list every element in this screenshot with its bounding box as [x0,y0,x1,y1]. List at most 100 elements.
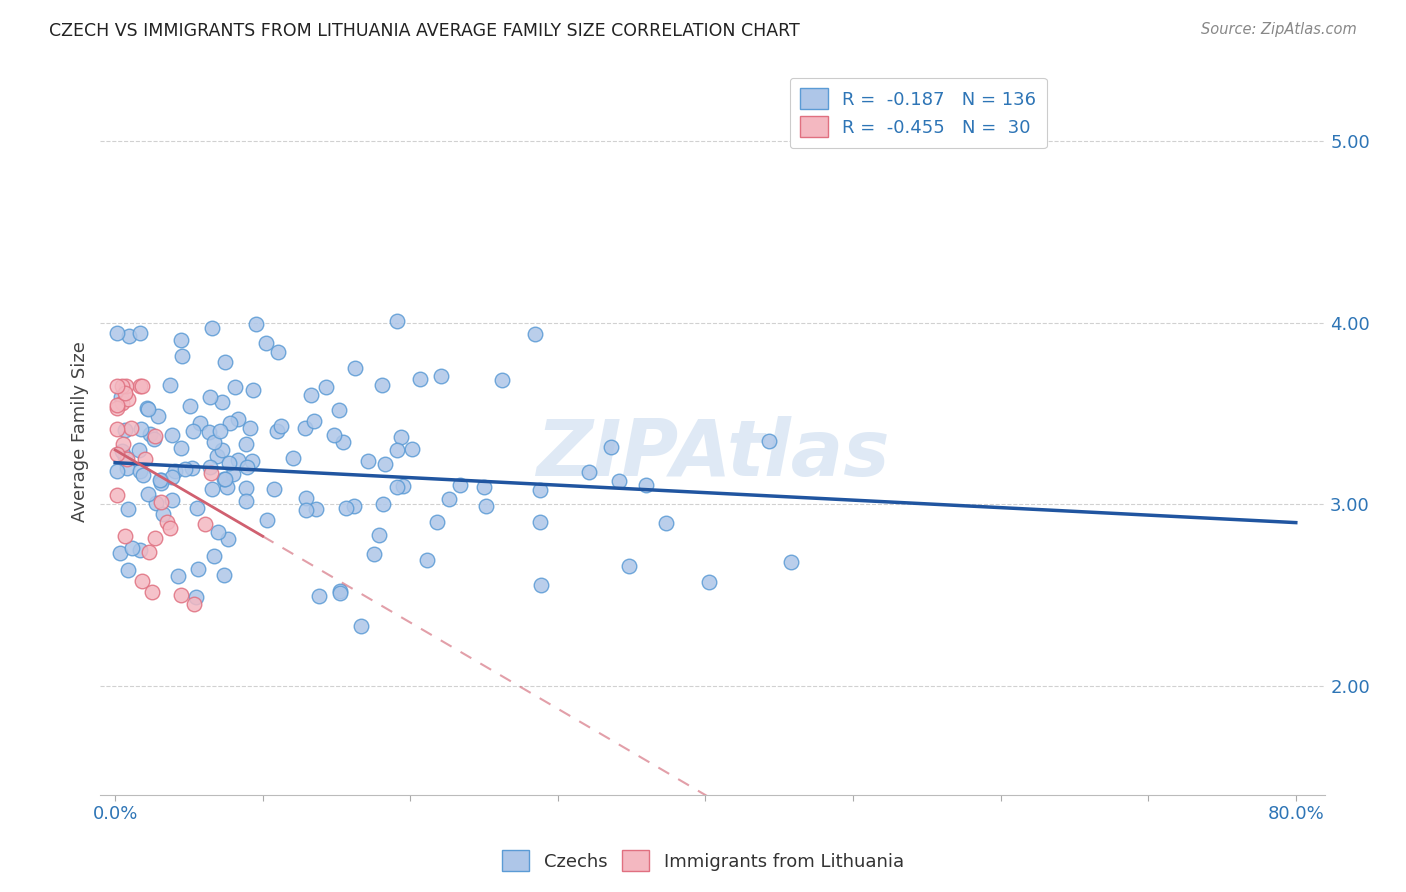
Point [335,501,357,516]
Point [207,449,229,463]
Point [150,473,173,487]
Point [416,553,439,567]
Point [184,590,207,604]
Point [136,402,159,417]
Point [226,412,249,426]
Point [242,383,264,397]
Point [194,516,217,531]
Point [143,432,166,446]
Point [235,460,257,475]
Point [475,500,498,514]
Point [198,390,221,404]
Point [373,498,395,512]
Point [111,379,134,393]
Point [392,479,415,493]
Point [146,409,169,423]
Point [266,424,288,438]
Point [201,321,224,335]
Text: Source: ZipAtlas.com: Source: ZipAtlas.com [1201,22,1357,37]
Point [129,543,152,558]
Legend: Czechs, Immigrants from Lithuania: Czechs, Immigrants from Lithuania [495,843,911,879]
Point [198,425,221,439]
Point [114,423,136,437]
Point [617,558,640,573]
Point [529,515,551,529]
Point [105,422,128,436]
Point [117,502,139,516]
Point [363,547,385,561]
Y-axis label: Average Family Size: Average Family Size [72,342,89,522]
Point [329,584,352,599]
Point [374,457,396,471]
Point [111,437,134,451]
Point [129,464,152,478]
Point [437,491,460,506]
Point [170,588,193,602]
Point [315,380,337,394]
Point [409,372,432,386]
Point [150,495,173,509]
Point [212,567,235,582]
Point [159,521,181,535]
Text: CZECH VS IMMIGRANTS FROM LITHUANIA AVERAGE FAMILY SIZE CORRELATION CHART: CZECH VS IMMIGRANTS FROM LITHUANIA AVERA… [49,22,800,40]
Point [449,477,471,491]
Point [165,464,187,478]
Point [308,590,330,604]
Point [200,467,222,481]
Point [138,545,160,559]
Point [131,379,153,393]
Point [697,575,720,590]
Point [129,422,152,436]
Point [187,561,209,575]
Point [134,452,156,467]
Point [183,597,205,611]
Point [294,491,316,505]
Point [224,380,246,394]
Point [387,314,409,328]
Point [201,482,224,496]
Point [188,416,211,430]
Point [323,427,346,442]
Point [173,461,195,475]
Point [105,326,128,340]
Point [235,437,257,451]
Point [105,379,128,393]
Point [183,424,205,438]
Point [167,568,190,582]
Point [305,502,328,516]
Point [217,533,239,547]
Legend: R =  -0.187   N = 136, R =  -0.455   N =  30: R = -0.187 N = 136, R = -0.455 N = 30 [790,78,1047,148]
Point [263,483,285,497]
Point [357,454,380,468]
Point [328,403,350,417]
Point [181,461,204,475]
Point [222,467,245,482]
Point [156,515,179,529]
Point [162,470,184,484]
Point [179,399,201,413]
Point [105,398,128,412]
Point [523,326,546,341]
Point [607,474,630,488]
Point [207,524,229,539]
Point [332,434,354,449]
Point [655,516,678,530]
Point [430,369,453,384]
Point [170,349,193,363]
Point [350,619,373,633]
Point [169,333,191,347]
Point [131,574,153,588]
Point [266,344,288,359]
Point [105,488,128,502]
Point [214,354,236,368]
Point [139,427,162,442]
Point [218,456,240,470]
Point [136,487,159,501]
Point [472,480,495,494]
Point [202,549,225,563]
Point [169,441,191,455]
Point [211,443,233,458]
Point [401,442,423,456]
Point [368,528,391,542]
Point [162,493,184,508]
